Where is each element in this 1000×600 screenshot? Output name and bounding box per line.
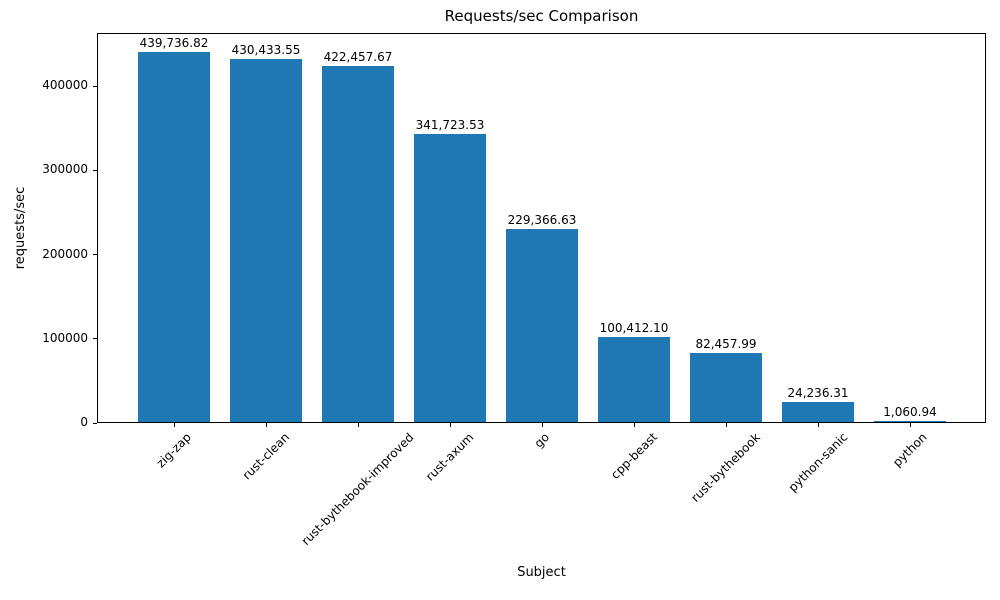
x-tick-mark (265, 423, 267, 427)
x-tick-label: rust-clean (239, 430, 293, 483)
bar-value-label: 439,736.82 (139, 35, 209, 50)
x-tick-label: rust-axum (422, 430, 477, 484)
x-tick-label: rust-bythebook-improved (298, 430, 417, 548)
x-tick-mark (725, 423, 727, 427)
y-tick-mark (93, 338, 97, 340)
bar-value-label: 1,060.94 (883, 404, 937, 419)
y-tick-label: 0 (80, 415, 88, 429)
bar-rust-axum (414, 134, 486, 422)
x-axis-label: Subject (517, 565, 566, 580)
x-tick-mark (357, 423, 359, 427)
x-tick-label: python-sanic (785, 429, 851, 495)
x-tick-mark (541, 423, 543, 427)
y-tick-label: 300000 (42, 162, 88, 177)
y-tick-mark (93, 422, 97, 424)
x-tick-label: go (531, 430, 553, 451)
bar-cpp-beast (598, 337, 670, 422)
bar-value-label: 82,457.99 (695, 336, 757, 351)
y-tick-mark (93, 169, 97, 171)
bar-rust-bythebook-improved (322, 66, 394, 422)
y-tick-mark (93, 85, 97, 87)
bar-python (874, 420, 946, 422)
x-tick-label: python (890, 430, 930, 470)
bar-value-label: 229,366.63 (507, 212, 577, 227)
y-tick-mark (93, 254, 97, 256)
bar-zig-zap (138, 51, 210, 422)
bar-value-label: 430,433.55 (231, 43, 301, 58)
plot-area (97, 33, 986, 423)
x-tick-mark (909, 423, 911, 427)
x-tick-mark (633, 423, 635, 427)
x-tick-mark (817, 423, 819, 427)
bar-value-label: 24,236.31 (787, 385, 849, 400)
y-tick-label: 400000 (42, 78, 88, 93)
y-tick-label: 200000 (42, 246, 88, 261)
y-tick-label: 100000 (42, 330, 88, 345)
bar-rust-bythebook (690, 352, 762, 422)
bar-python-sanic (782, 401, 854, 422)
x-tick-mark (173, 423, 175, 427)
x-tick-label: cpp-beast (608, 429, 661, 482)
bar-value-label: 422,457.67 (323, 50, 393, 65)
bar-rust-clean (230, 59, 302, 422)
chart-title: Requests/sec Comparison (444, 7, 639, 25)
x-tick-mark (449, 423, 451, 427)
x-tick-label: zig-zap (153, 430, 194, 471)
x-tick-label: rust-bythebook (688, 430, 763, 505)
bar-go (506, 228, 578, 422)
bar-value-label: 341,723.53 (415, 118, 485, 133)
bar-value-label: 100,412.10 (599, 321, 669, 336)
